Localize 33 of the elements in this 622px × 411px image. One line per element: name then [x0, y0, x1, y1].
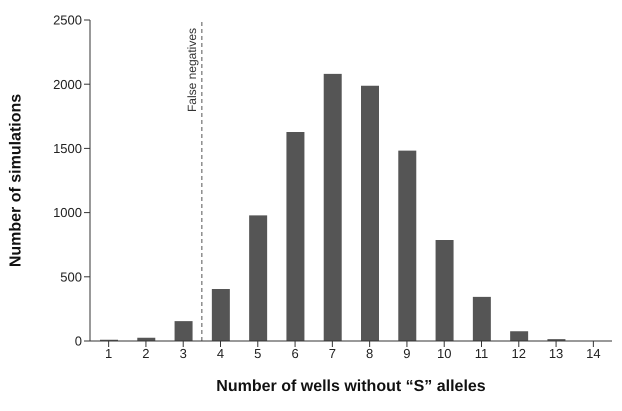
y-tick-label: 2000 — [53, 76, 82, 92]
y-axis-title: Number of simulations — [8, 94, 25, 268]
y-tick-label: 1500 — [53, 141, 82, 156]
x-tick-label: 7 — [328, 346, 336, 362]
bar — [174, 321, 193, 341]
x-tick-label: 4 — [216, 346, 224, 362]
y-tick-label: 2500 — [53, 12, 82, 28]
bar — [436, 240, 454, 341]
bar — [249, 215, 268, 341]
y-tick-label: 500 — [60, 269, 82, 284]
x-tick-label: 1 — [105, 346, 112, 362]
x-tick-label: 6 — [291, 346, 299, 362]
x-tick-label: 3 — [180, 346, 187, 362]
bar — [510, 331, 528, 341]
x-tick-label: 10 — [436, 346, 452, 362]
y-tick-label: 1000 — [53, 205, 82, 220]
x-tick-label: 5 — [254, 346, 262, 362]
y-tick-label: 0 — [74, 334, 82, 349]
x-tick-label: 14 — [586, 346, 601, 362]
x-tick-label: 12 — [512, 346, 526, 362]
x-tick-label: 13 — [548, 346, 564, 362]
bar — [361, 86, 379, 341]
ref-line-label: False negatives — [184, 28, 199, 112]
x-tick-label: 2 — [142, 346, 150, 362]
x-tick-label: 8 — [366, 346, 374, 362]
x-tick-label: 9 — [403, 346, 411, 362]
x-axis-title: Number of wells without “S” alleles — [216, 378, 486, 395]
bar — [212, 289, 230, 341]
bar — [398, 150, 416, 341]
bar — [286, 132, 304, 341]
bar — [472, 296, 491, 341]
bar — [324, 74, 342, 341]
x-tick-label: 11 — [474, 346, 488, 362]
